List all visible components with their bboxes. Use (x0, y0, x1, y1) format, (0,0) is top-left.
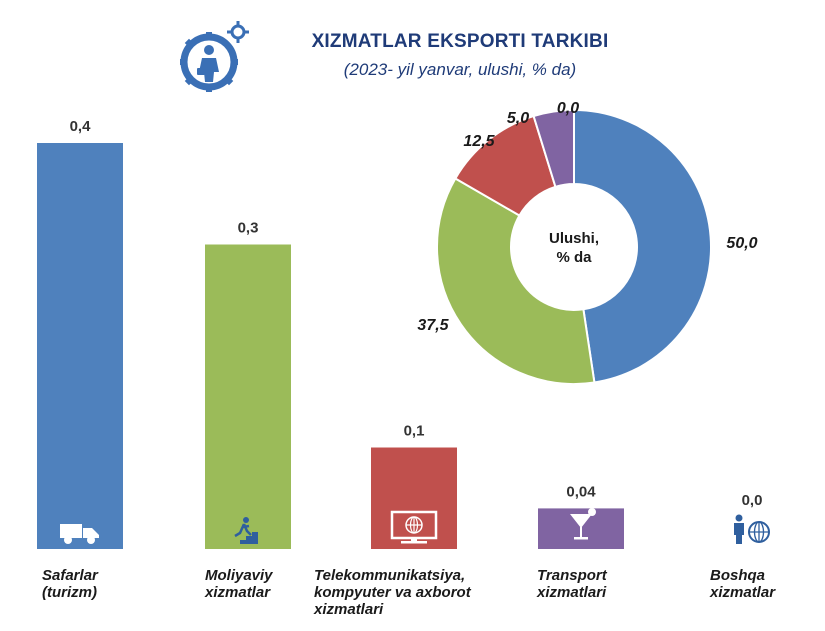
category-label-line: (turizm) (42, 584, 97, 601)
donut-center-label: % da (556, 249, 592, 266)
donut-slice-4 (532, 108, 575, 189)
donut-slice-2 (436, 177, 596, 385)
bar-3 (371, 447, 457, 549)
bar-value-label-2: 0,3 (238, 220, 259, 237)
donut-hole (513, 186, 635, 308)
person-globe-icon (734, 514, 770, 544)
donut-label-4: 5,0 (507, 110, 529, 127)
category-label-line: xizmatlari (537, 584, 607, 601)
category-label-line: Moliyaviy (205, 567, 273, 584)
category-label-line: xizmatlar (710, 584, 776, 601)
category-label-2: Moliyaviy xizmatlar (205, 567, 273, 601)
chart-title: XIZMATLAR EKSPORTI TARKIBI (311, 31, 609, 52)
category-label-line: xizmatlari (314, 601, 384, 618)
category-label-4: Transport xizmatlari (537, 567, 607, 601)
category-label-line: Boshqa (710, 567, 766, 584)
chart-subtitle: (2023- yil yanvar, ulushi, % da) (343, 60, 577, 79)
donut-label-3: 12,5 (463, 133, 495, 150)
running-man-stairs-icon (234, 517, 258, 544)
donut-slice-1 (573, 108, 712, 384)
truck-icon (60, 524, 99, 544)
business-gear-icon (180, 21, 249, 92)
bar-value-label-4: 0,04 (566, 483, 596, 500)
category-label-5: Boshqa xizmatlar (710, 567, 775, 601)
donut-label-2: 37,5 (417, 317, 449, 334)
category-label-line: kompyuter va axborot (314, 584, 471, 601)
category-label-line: Safarlar (42, 567, 98, 584)
monitor-globe-icon (390, 510, 438, 544)
category-label-3: Telekommunikatsiya, kompyuter va axborot x… (314, 567, 471, 618)
donut-label-1: 50,0 (726, 235, 757, 252)
bar-value-label-3: 0,1 (404, 423, 425, 440)
bar-2 (205, 244, 291, 549)
category-label-line: Transport (537, 567, 607, 584)
category-label-line: xizmatlar (205, 584, 271, 601)
category-label-1: Safarlar (turizm) (42, 567, 98, 601)
category-label-line: Telekommunikatsiya, (314, 567, 466, 584)
bar-value-label-1: 0,4 (70, 118, 92, 135)
bar-1 (37, 143, 123, 549)
bar-value-label-5: 0,0 (742, 492, 763, 509)
donut-center-label: Ulushi, (549, 230, 599, 247)
cocktail-glass-icon (570, 508, 596, 540)
donut-label-5: 0,0 (557, 100, 579, 117)
